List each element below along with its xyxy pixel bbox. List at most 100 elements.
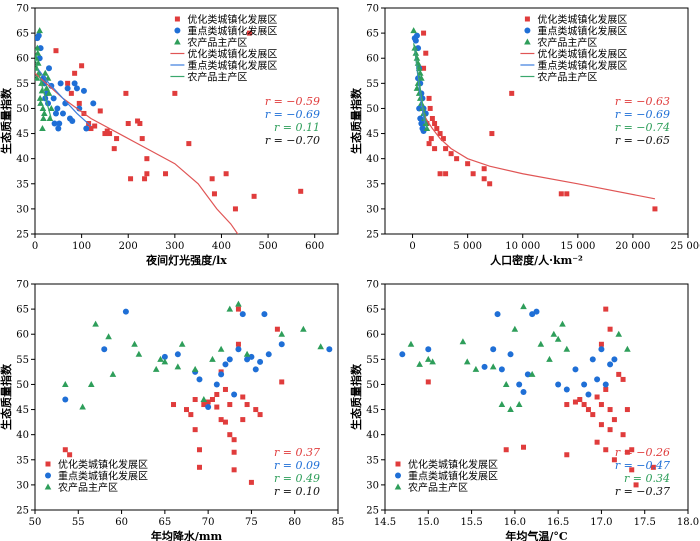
y-tick-label: 60 <box>366 54 379 65</box>
data-point-red <box>598 341 604 347</box>
data-point-green <box>418 74 425 81</box>
legend-marker-red <box>174 16 180 22</box>
data-point-blue <box>73 85 80 92</box>
data-point-red <box>572 399 578 405</box>
data-point-blue <box>413 32 420 39</box>
data-point-green <box>511 325 519 332</box>
legend-label-red: 优化类城镇化发展区 <box>537 13 627 26</box>
legend-marker-red <box>395 461 401 467</box>
x-tick-label: 17.0 <box>590 517 612 528</box>
data-point-red <box>209 397 215 403</box>
legend-marker-blue <box>524 27 531 34</box>
legend-line-label-red: 优化类城镇化发展区 <box>187 48 277 61</box>
data-point-green <box>416 360 423 367</box>
data-layer <box>62 300 333 485</box>
data-point-blue <box>35 32 42 39</box>
data-point-blue <box>205 404 212 411</box>
plot-frame <box>384 283 689 511</box>
legend-label-blue: 重点类城镇化发展区 <box>58 470 148 483</box>
data-point-red <box>427 105 433 111</box>
data-point-blue <box>594 376 601 383</box>
data-point-blue <box>90 100 97 107</box>
x-axis-label: 年均降水/mm <box>151 529 223 541</box>
data-point-blue <box>80 87 87 94</box>
y-tick-label: 60 <box>16 330 29 341</box>
y-tick-label: 40 <box>16 154 29 165</box>
data-point-blue <box>425 346 432 353</box>
legend-label-green: 农产品主产区 <box>187 36 247 49</box>
data-point-red <box>607 407 613 413</box>
legend-marker-green <box>174 38 181 45</box>
data-point-red <box>123 90 129 96</box>
x-tick-label: 20 000 <box>615 241 650 252</box>
legend-label-red: 优化类城镇化发展区 <box>58 458 148 471</box>
data-point-red <box>489 131 495 137</box>
data-point-green <box>217 345 225 352</box>
data-point-green <box>43 84 50 91</box>
r-value-red: r = 0.37 <box>274 446 320 459</box>
data-point-red <box>594 439 600 445</box>
data-point-blue <box>69 118 76 124</box>
data-point-blue <box>555 381 562 388</box>
data-point-red <box>603 306 609 312</box>
legend: 优化类城镇化发展区重点类城镇化发展区农产品主产区优化类城镇化发展区重点类城镇化发… <box>170 13 277 84</box>
data-point-green <box>520 303 527 310</box>
legend-label-green: 农产品主产区 <box>58 481 118 494</box>
data-point-blue <box>572 366 579 373</box>
data-point-blue <box>226 356 233 363</box>
x-tick-label: 15.0 <box>417 517 439 528</box>
data-point-red <box>590 412 596 418</box>
data-point-red <box>163 171 169 177</box>
legend-line-label-green: 农产品主产区 <box>537 71 597 84</box>
data-point-red <box>624 449 630 455</box>
data-point-green <box>174 363 182 370</box>
data-point-red <box>432 121 438 127</box>
data-point-green <box>200 396 208 403</box>
legend-label-blue: 重点类城镇化发展区 <box>408 470 498 483</box>
data-point-green <box>226 305 234 312</box>
data-point-red <box>240 394 246 400</box>
r-value-blue: r = −0.69 <box>265 108 320 121</box>
data-point-red <box>607 427 613 433</box>
data-point-green <box>209 355 216 362</box>
data-point-blue <box>222 361 229 368</box>
r-value-red: r = −0.26 <box>615 446 670 459</box>
data-point-green <box>537 340 545 347</box>
legend-line-label-blue: 重点类城镇化发展区 <box>537 59 627 72</box>
data-point-blue <box>161 353 168 360</box>
data-point-red <box>240 417 246 423</box>
data-point-green <box>62 380 69 387</box>
data-point-red <box>227 432 233 438</box>
data-layer <box>399 303 656 488</box>
data-point-red <box>650 464 656 470</box>
y-tick-label: 30 <box>16 480 29 491</box>
x-tick-label: 10 000 <box>505 241 540 252</box>
data-point-red <box>235 341 241 347</box>
data-point-green <box>41 109 48 116</box>
data-point-blue <box>524 371 531 378</box>
data-point-green <box>550 330 558 337</box>
data-point-red <box>564 402 570 408</box>
data-point-red <box>465 161 471 167</box>
r-value-black: r = −0.65 <box>615 134 670 147</box>
data-point-red <box>279 379 285 385</box>
chart-panel-b: 0 5 000 10 000 15 000 20 000 25 000 25 30 35 40 45… <box>349 4 700 268</box>
data-point-red <box>201 402 207 408</box>
data-point-red <box>209 176 215 182</box>
data-point-green <box>41 69 49 76</box>
data-point-red <box>223 171 229 177</box>
data-point-blue <box>252 366 259 373</box>
data-point-green <box>87 380 95 387</box>
data-point-green <box>35 74 41 81</box>
legend-label-blue: 重点类城镇化发展区 <box>187 25 277 38</box>
y-tick-label: 25 <box>366 506 379 517</box>
data-point-red <box>454 156 460 162</box>
data-point-red <box>67 452 73 458</box>
x-tick-label: 70 <box>202 517 215 528</box>
data-point-red <box>231 449 237 455</box>
data-point-red <box>192 427 198 433</box>
data-point-blue <box>50 95 57 102</box>
legend: 优化类城镇化发展区重点类城镇化发展区农产品主产区优化类城镇化发展区重点类城镇化发… <box>520 13 627 84</box>
fit-line-redline <box>35 72 239 234</box>
data-point-blue <box>54 105 61 112</box>
